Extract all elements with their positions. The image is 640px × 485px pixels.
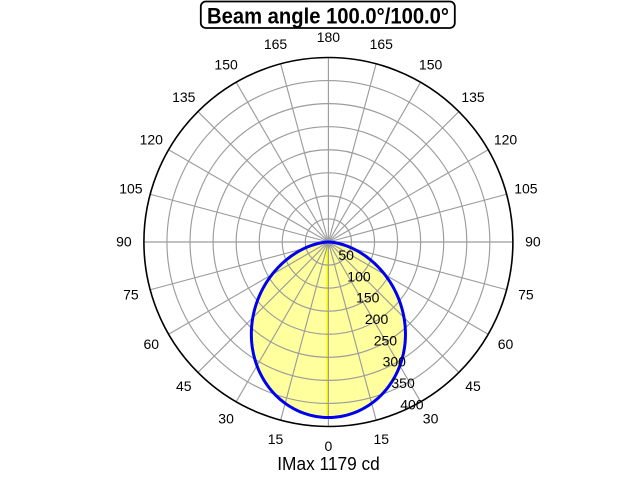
svg-text:350: 350	[391, 375, 415, 391]
svg-text:300: 300	[383, 354, 407, 370]
svg-text:75: 75	[518, 286, 534, 302]
svg-text:250: 250	[374, 332, 398, 348]
svg-text:400: 400	[400, 396, 424, 412]
svg-text:165: 165	[264, 36, 288, 52]
svg-text:60: 60	[144, 336, 160, 352]
svg-text:Beam angle 100.0°/100.0°: Beam angle 100.0°/100.0°	[207, 4, 449, 29]
svg-text:135: 135	[172, 89, 196, 105]
svg-text:135: 135	[461, 89, 485, 105]
svg-text:90: 90	[116, 234, 132, 250]
svg-text:165: 165	[370, 36, 394, 52]
svg-text:100: 100	[347, 268, 371, 284]
svg-text:75: 75	[123, 286, 139, 302]
svg-text:45: 45	[465, 378, 481, 394]
svg-text:150: 150	[356, 290, 380, 306]
svg-text:90: 90	[525, 234, 541, 250]
svg-text:120: 120	[140, 131, 164, 147]
svg-text:200: 200	[365, 311, 389, 327]
svg-text:45: 45	[176, 378, 192, 394]
svg-text:150: 150	[214, 56, 238, 72]
svg-text:105: 105	[119, 181, 143, 197]
svg-text:IMax 1179 cd: IMax 1179 cd	[277, 454, 380, 474]
svg-text:105: 105	[514, 181, 538, 197]
svg-text:150: 150	[419, 56, 443, 72]
svg-text:50: 50	[338, 247, 354, 263]
svg-text:180: 180	[317, 29, 341, 45]
svg-text:15: 15	[374, 431, 390, 447]
svg-text:60: 60	[498, 336, 514, 352]
svg-text:15: 15	[268, 431, 284, 447]
svg-text:30: 30	[423, 411, 439, 427]
svg-text:0: 0	[325, 438, 333, 454]
svg-text:30: 30	[218, 411, 234, 427]
svg-text:120: 120	[494, 131, 518, 147]
